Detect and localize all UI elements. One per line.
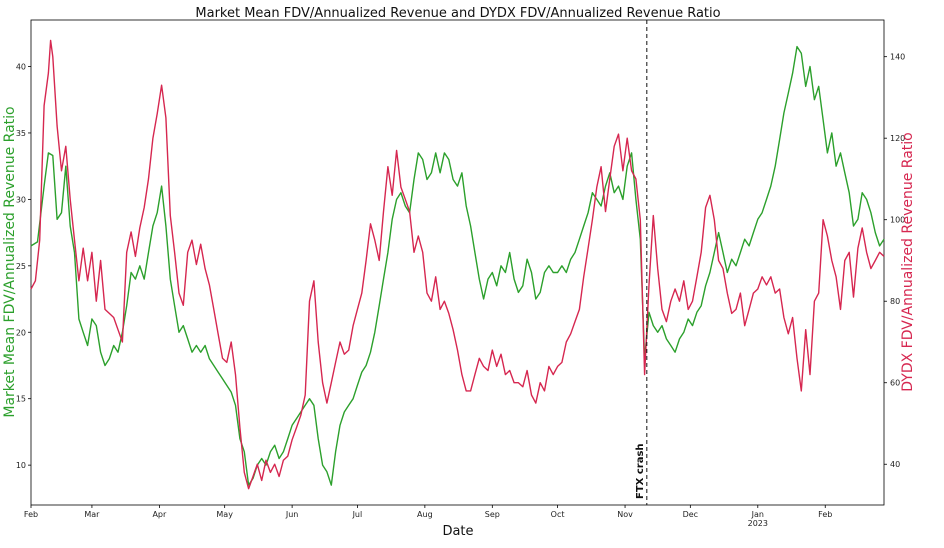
y-right-tick-label: 60 (890, 379, 900, 388)
x-tick-label: Oct (551, 510, 565, 519)
y-right-tick-label: 80 (890, 297, 900, 306)
y-left-tick-label: 15 (16, 395, 26, 404)
series-line-right (30, 39, 885, 490)
x-tick-label: Sep (485, 510, 500, 519)
y-right-tick-label: 120 (890, 134, 905, 143)
y-left-tick-label: 20 (16, 328, 26, 337)
y-right-tick-label: 100 (890, 216, 905, 225)
y-left-tick-label: 30 (16, 195, 26, 204)
plot-frame (30, 19, 885, 506)
x-tick-label: Dec (683, 510, 698, 519)
y-axis-right-label: DYDX FDV/Annualized Revenue Ratio (900, 132, 916, 392)
y-axis-left-label: Market Mean FDV/Annualized Revenue Ratio (2, 106, 18, 417)
x-tick-label: Feb (818, 510, 832, 519)
left-axis: 10 15 20 25 30 35 40 (16, 63, 31, 470)
y-right-tick-label: 40 (890, 460, 900, 469)
series-line-left (30, 45, 885, 486)
y-left-tick-label: 40 (16, 63, 26, 72)
right-axis: 40 60 80 100 120 140 (884, 53, 905, 469)
x-tick-label: Jun (285, 510, 299, 519)
y-left-tick-label: 25 (16, 262, 26, 271)
x-tick-label: Feb (24, 510, 38, 519)
x-tick-sublabel: 2023 (748, 519, 768, 528)
chart-title: Market Mean FDV/Annualized Revenue and D… (195, 6, 720, 21)
x-tick-label: Aug (417, 510, 433, 519)
series-layer (30, 39, 885, 490)
ftx-crash-label: FTX crash (635, 443, 646, 499)
x-axis: Feb Mar Apr May Jun Jul Aug Sep Oct Nov Dec Jan2023… (24, 505, 832, 528)
x-tick-label: Jan (751, 510, 764, 519)
y-right-tick-label: 140 (890, 53, 905, 62)
annotation-layer: FTX crash (635, 20, 648, 505)
y-left-tick-label: 35 (16, 129, 26, 138)
y-left-tick-label: 10 (16, 461, 26, 470)
x-tick-label: Jul (352, 510, 363, 519)
x-tick-label: May (216, 510, 233, 519)
x-tick-label: Mar (84, 510, 100, 519)
x-tick-label: Nov (617, 510, 633, 519)
x-tick-label: Apr (152, 510, 167, 519)
x-axis-label: Date (442, 524, 473, 539)
